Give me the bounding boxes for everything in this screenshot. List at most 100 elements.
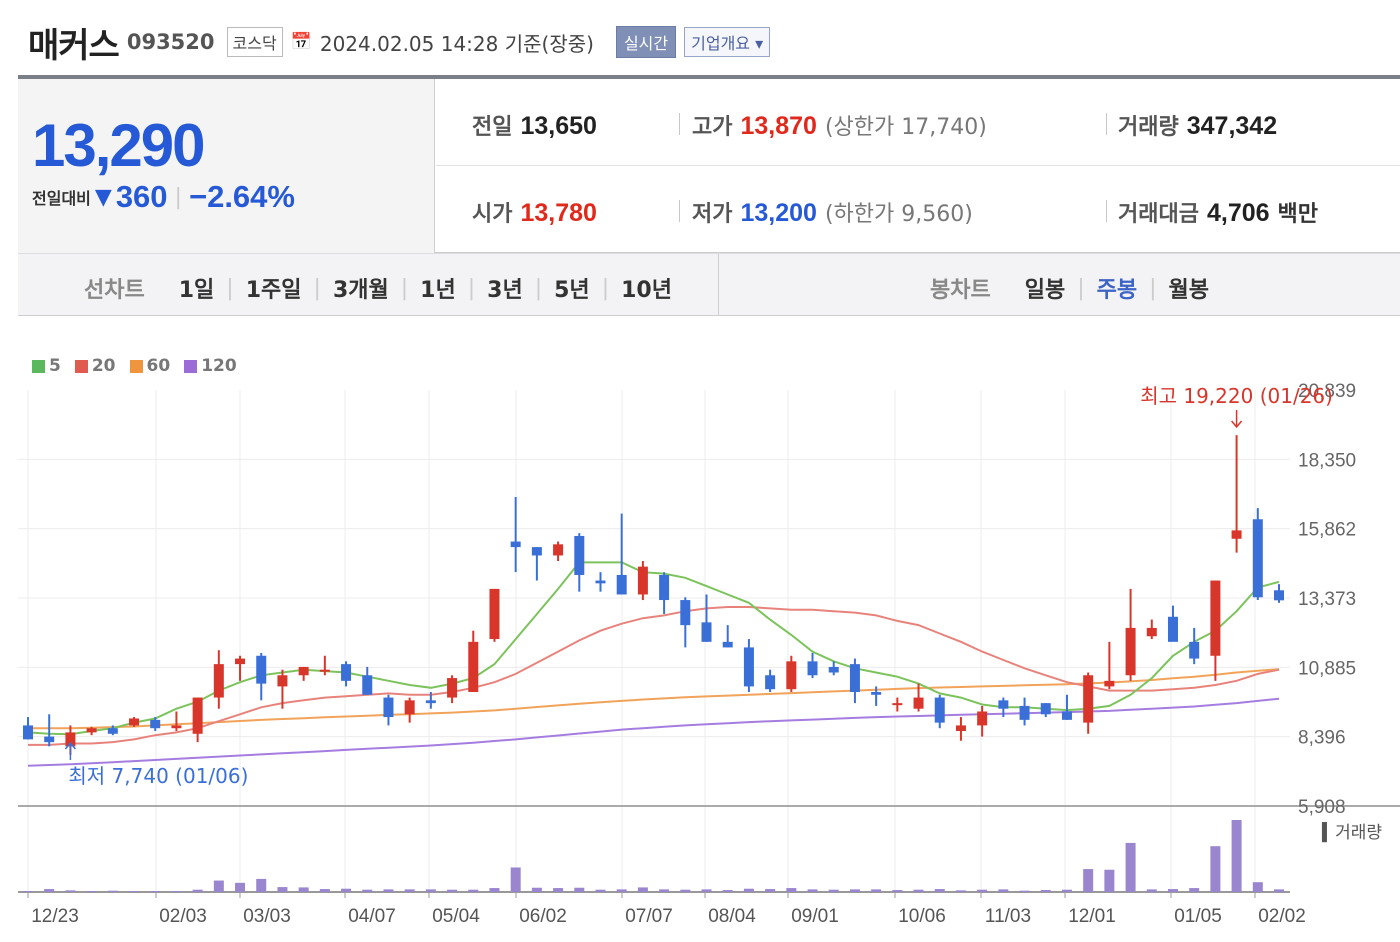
candle-body (1231, 530, 1242, 539)
max-price-label: 최고 19,220 (01/26) (1140, 384, 1333, 408)
tab-1d[interactable]: 1일 (178, 278, 215, 303)
tab-weekly[interactable]: 주봉 (1096, 278, 1138, 303)
candle (871, 686, 882, 706)
candle (998, 697, 1009, 718)
candle-body (701, 622, 712, 642)
volume-bar (341, 888, 352, 892)
open-value: 13,780 (520, 199, 597, 227)
line-chart-tabs: 선차트 1일 | 1주일 | 3개월 | 1년 | 3년 | 5년 | 10년 (84, 272, 684, 304)
candle (404, 697, 415, 723)
candle (468, 630, 479, 692)
candle-body (341, 664, 352, 681)
change-percent: −2.64% (188, 179, 295, 214)
tab-3y[interactable]: 3년 (487, 278, 523, 303)
x-tick-label: 02/02 (1258, 906, 1306, 927)
candle (807, 652, 818, 679)
candle-body (743, 647, 754, 687)
candle-body (383, 697, 394, 718)
tab-1w[interactable]: 1주일 (245, 278, 302, 303)
volume-bar (1189, 888, 1200, 892)
volume-bar (192, 889, 203, 892)
volume-bar (765, 889, 776, 892)
volume-bar (786, 888, 797, 892)
candle-body (892, 703, 903, 706)
candle-body (1252, 519, 1263, 598)
volume-bar (235, 882, 246, 892)
volume-value: 347,342 (1186, 112, 1278, 140)
candle (1040, 703, 1051, 718)
candle-body (828, 666, 839, 673)
candle (955, 717, 966, 741)
candle-body (680, 600, 691, 626)
tab-3m[interactable]: 3개월 (332, 278, 389, 303)
tab-divider: | (1149, 275, 1157, 301)
candle (341, 661, 352, 687)
volume-bar (150, 891, 161, 892)
x-tick-label: 12/01 (1068, 906, 1116, 927)
stock-name: 매커스 (28, 25, 120, 66)
x-tick-label: 06/02 (519, 906, 567, 927)
legend-ma5: 5 (32, 356, 61, 376)
candle (828, 661, 839, 676)
candle (171, 711, 182, 731)
volume-bar (171, 891, 182, 892)
volume-bar (107, 890, 118, 892)
realtime-button[interactable]: 실시간 (615, 26, 677, 58)
candle-body (86, 728, 97, 733)
stock-code: 093520 (126, 30, 215, 54)
candle-body (934, 697, 945, 723)
max-arrow-head (1231, 420, 1243, 429)
candle (107, 725, 118, 736)
min-arrow-head (64, 741, 76, 750)
volume-bar (659, 889, 670, 892)
down-arrow-icon: ▼ (94, 184, 112, 210)
candle-body (298, 666, 309, 676)
y-tick-label: 13,373 (1298, 589, 1356, 610)
candle-body (1040, 703, 1051, 715)
candle-body (998, 700, 1009, 709)
volume-bar (743, 888, 754, 892)
candle (722, 625, 733, 648)
volume-bar (998, 889, 1009, 892)
tab-monthly[interactable]: 월봉 (1168, 278, 1210, 303)
high-value: 13,870 (740, 112, 817, 140)
volume-bar (1040, 890, 1051, 892)
tab-divider: | (400, 275, 409, 301)
x-tick-label: 10/06 (898, 906, 946, 927)
volume-bar (383, 889, 394, 892)
candle-body (1125, 627, 1136, 676)
price-summary: 13,290 전일대비 ▼ 360 | −2.64% 전일 13,650 고가 … (18, 79, 1400, 253)
x-tick-label: 03/03 (243, 906, 291, 927)
volume: 거래량 347,342 (1118, 109, 1277, 141)
change-divider: | (174, 184, 182, 210)
y-tick-label: 15,862 (1298, 520, 1356, 541)
tab-5y[interactable]: 5년 (554, 278, 590, 303)
candle (1210, 580, 1221, 681)
header-divider (18, 75, 1400, 79)
candle-body (404, 700, 415, 715)
candle-body (531, 547, 542, 556)
stat-divider (679, 113, 680, 135)
volume-bar (637, 887, 648, 892)
candle (1104, 641, 1115, 690)
chart-period-bar: 선차트 1일 | 1주일 | 3개월 | 1년 | 3년 | 5년 | 10년 봉차트 일봉… (18, 253, 1400, 316)
volume-bar (955, 890, 966, 892)
candle-body (171, 725, 182, 729)
candle (298, 666, 309, 681)
candle-body (1146, 627, 1157, 637)
candle-body (192, 697, 203, 734)
volume-bar (871, 889, 882, 892)
high-label: 고가 (692, 115, 733, 140)
legend-swatch (129, 359, 143, 373)
tab-1y[interactable]: 1년 (420, 278, 456, 303)
volume-bar (680, 889, 691, 892)
change-label: 전일대비 (32, 189, 91, 208)
volume-bar (468, 889, 479, 892)
legend-swatch (184, 359, 198, 373)
stock-chart[interactable]: 20,839 18,350 15,862 13,373 10,885 8,396 5,908… (0, 330, 1400, 942)
tab-daily[interactable]: 일봉 (1024, 278, 1066, 303)
tab-10y[interactable]: 10년 (621, 278, 672, 303)
x-tick-label: 12/23 (31, 906, 79, 927)
company-info-dropdown[interactable]: 기업개요 ▾ (684, 27, 771, 57)
volume-bar (213, 880, 224, 892)
